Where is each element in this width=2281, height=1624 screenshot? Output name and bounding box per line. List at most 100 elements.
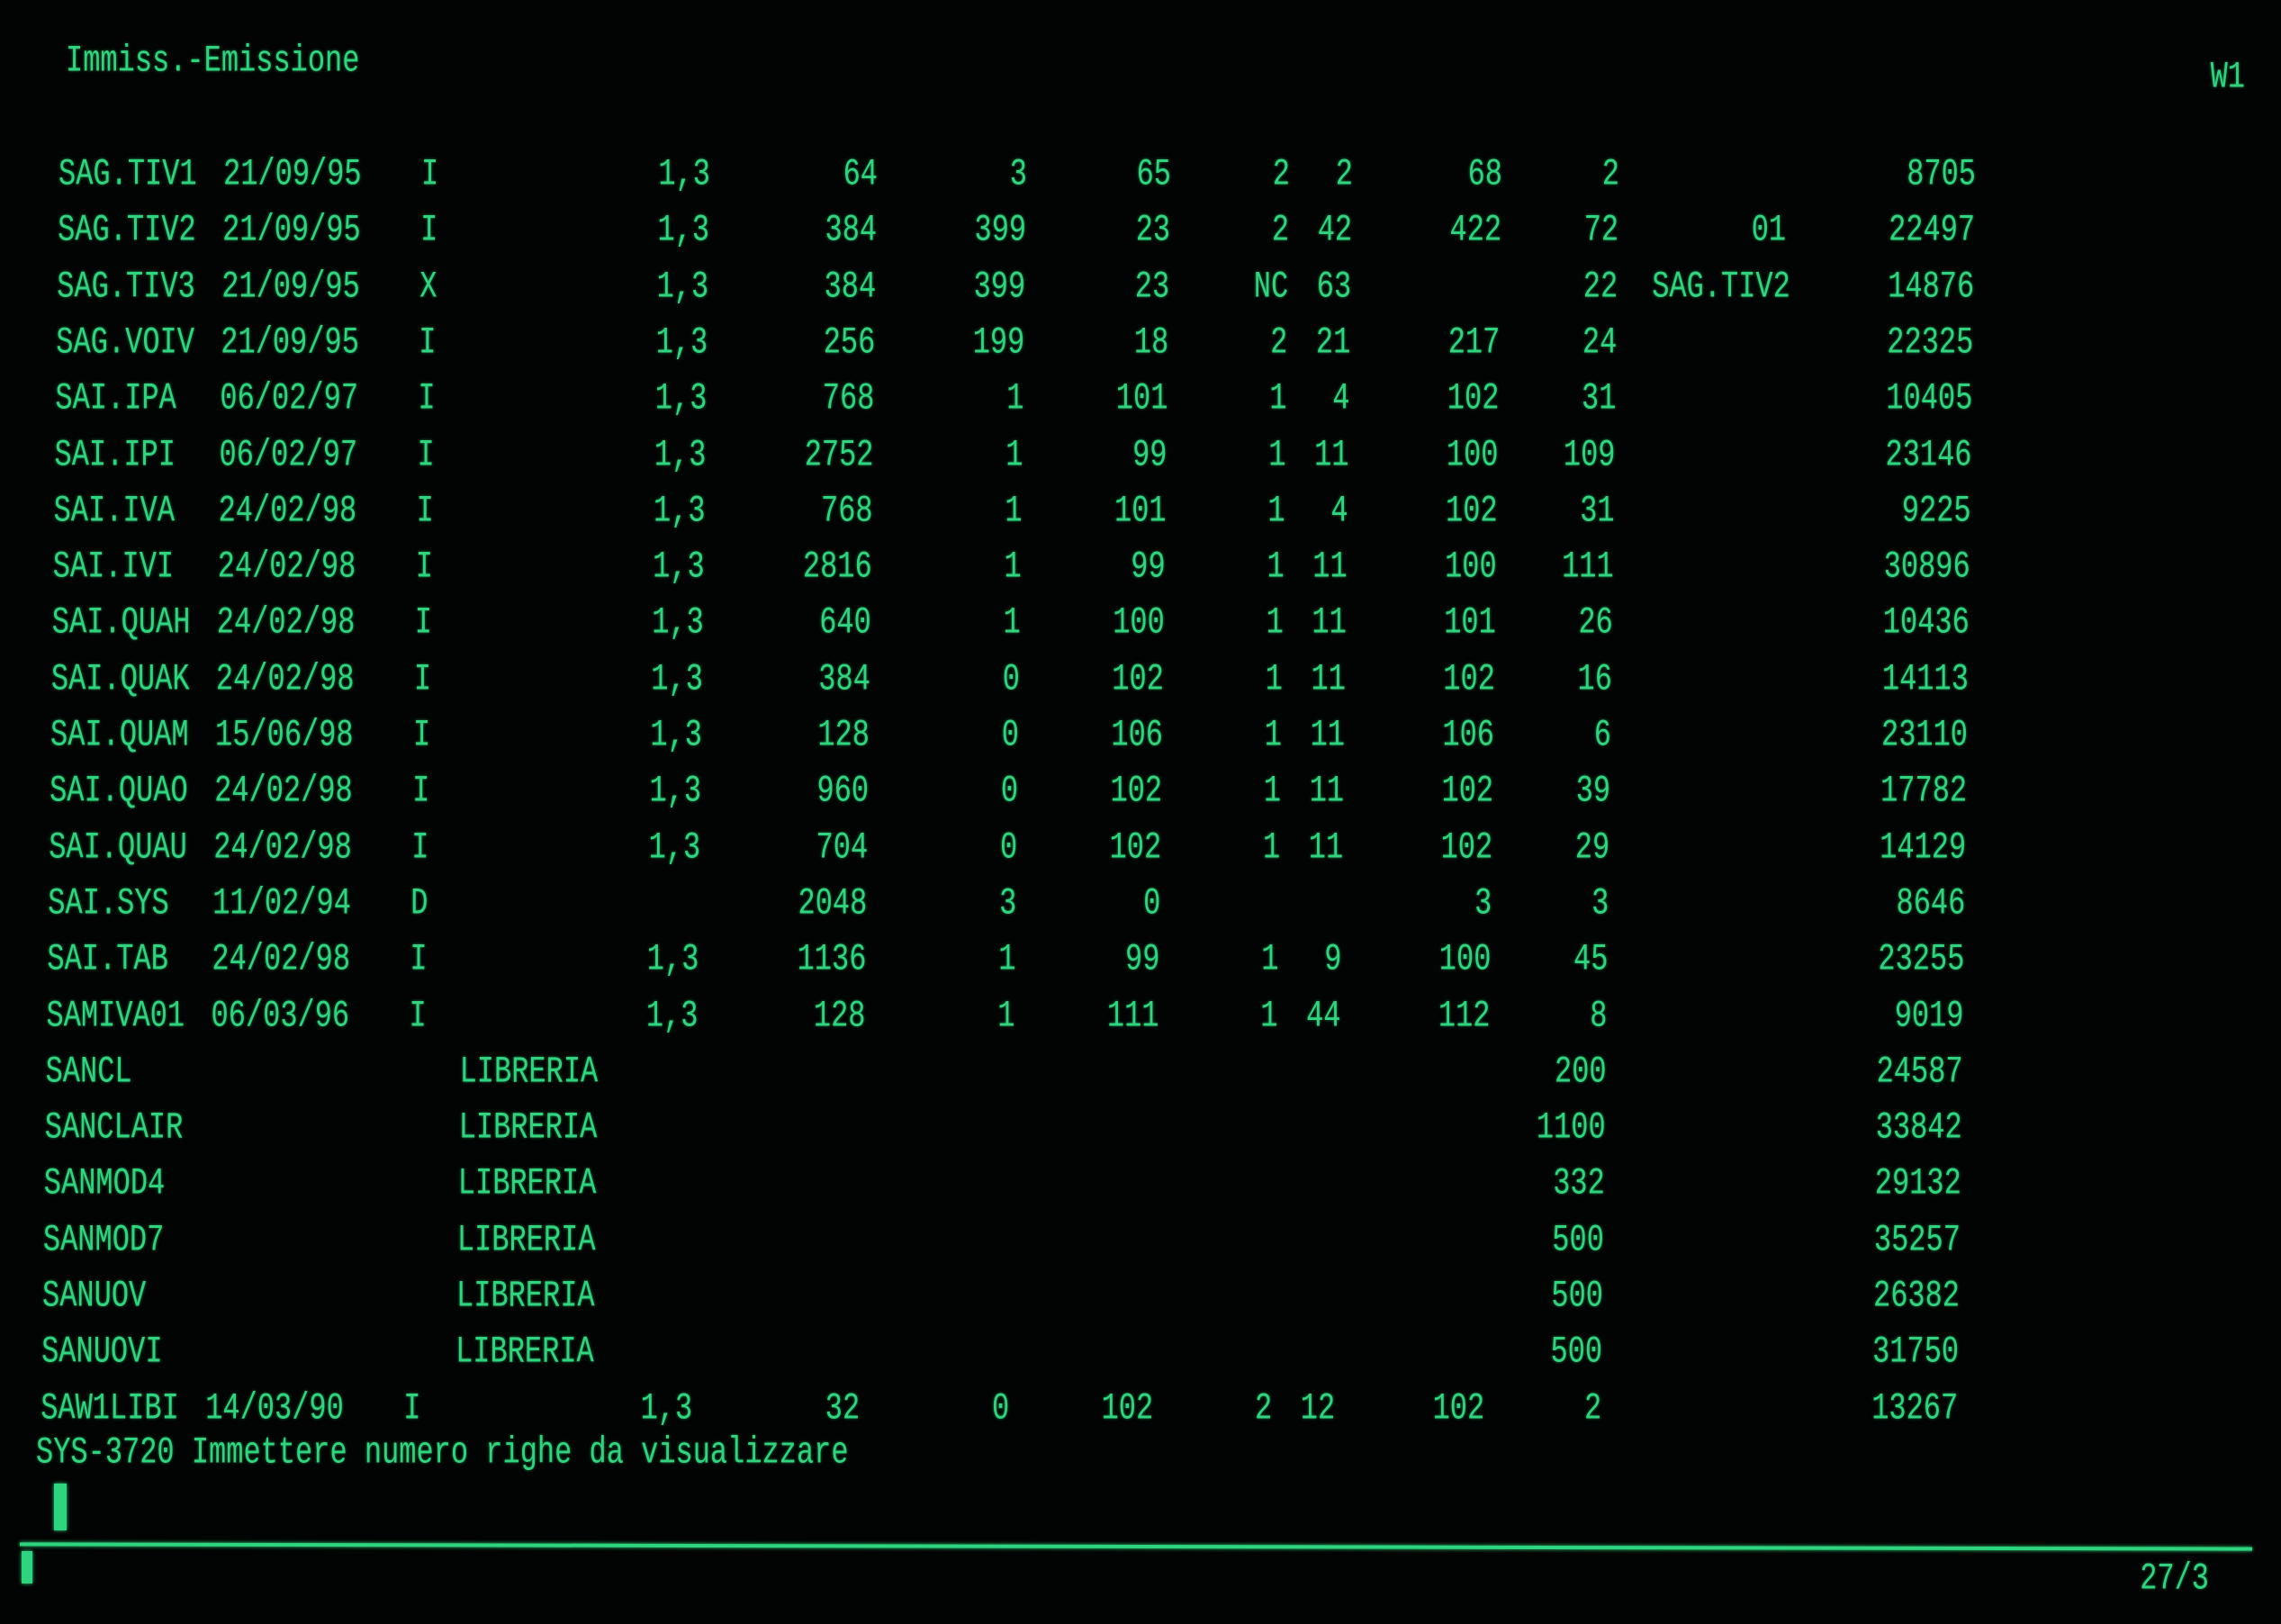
col-a: 0 bbox=[1002, 656, 1020, 701]
col-e: 100 bbox=[1446, 432, 1499, 476]
col-f: 29 bbox=[1574, 825, 1610, 869]
date: 11/02/94 bbox=[212, 881, 351, 925]
col-c: 1 bbox=[1261, 937, 1279, 981]
col-d: 42 bbox=[1317, 208, 1353, 252]
library-label: LIBRERIA bbox=[459, 1050, 599, 1094]
col-size: 1136 bbox=[797, 937, 867, 981]
type-flag: I bbox=[421, 152, 439, 196]
file-name: SAG.TIV1 bbox=[59, 152, 197, 196]
input-cursor[interactable] bbox=[54, 1484, 67, 1530]
file-name: SAI.SYS bbox=[48, 881, 169, 925]
file-name: SAI.QUAO bbox=[50, 769, 188, 813]
col-factor: 1,3 bbox=[655, 320, 708, 365]
col-e: 102 bbox=[1432, 1385, 1485, 1430]
file-name: SAI.IPI bbox=[54, 432, 176, 476]
date: 24/02/98 bbox=[213, 825, 352, 869]
col-b: 100 bbox=[1113, 600, 1165, 645]
col-size: 256 bbox=[823, 320, 876, 365]
col-d: 12 bbox=[1300, 1385, 1336, 1430]
date: 14/03/90 bbox=[205, 1385, 344, 1430]
col-b: 65 bbox=[1136, 152, 1171, 196]
col-a: 0 bbox=[992, 1385, 1010, 1430]
col-d: 11 bbox=[1309, 769, 1345, 813]
col-f: 16 bbox=[1577, 656, 1612, 701]
col-f: 6 bbox=[1593, 713, 1611, 757]
col-id: 9225 bbox=[1901, 489, 1971, 533]
col-size: 768 bbox=[821, 489, 873, 533]
col-f: 3 bbox=[1591, 881, 1609, 925]
file-name: SAI.IVI bbox=[52, 545, 175, 589]
status-divider bbox=[19, 1542, 2253, 1551]
col-c: 1 bbox=[1267, 545, 1285, 589]
col-a: 1 bbox=[1003, 600, 1021, 645]
type-flag: I bbox=[414, 600, 432, 645]
col-a: 3 bbox=[999, 881, 1017, 925]
col-c: 1 bbox=[1266, 600, 1284, 645]
col-factor: 1,3 bbox=[652, 600, 704, 645]
col-factor: 1,3 bbox=[653, 545, 705, 589]
col-e: 68 bbox=[1467, 152, 1502, 196]
col-id: 23146 bbox=[1885, 432, 1972, 476]
col-e: 102 bbox=[1447, 376, 1500, 420]
col-factor: 1,3 bbox=[645, 993, 699, 1037]
col-c: 2 bbox=[1270, 320, 1288, 365]
col-c: 2 bbox=[1255, 1385, 1273, 1430]
col-size: 32 bbox=[825, 1385, 861, 1430]
col-size: 384 bbox=[824, 264, 877, 308]
type-flag: X bbox=[419, 264, 437, 308]
col-a: 1 bbox=[998, 937, 1016, 981]
col-factor: 1,3 bbox=[646, 937, 699, 981]
library-label: LIBRERIA bbox=[457, 1161, 597, 1205]
col-size: 768 bbox=[822, 376, 875, 420]
col-f: 500 bbox=[1550, 1330, 1603, 1374]
col-id: 8705 bbox=[1907, 152, 1976, 196]
date: 24/02/98 bbox=[214, 769, 353, 813]
col-id: 14113 bbox=[1881, 656, 1969, 701]
col-f: 26 bbox=[1578, 600, 1613, 645]
col-id: 31750 bbox=[1872, 1330, 1960, 1374]
col-e: 3 bbox=[1474, 881, 1492, 925]
date: 21/09/95 bbox=[223, 152, 362, 196]
col-id: 8646 bbox=[1896, 881, 1966, 925]
date: 24/02/98 bbox=[215, 656, 355, 701]
col-id: 23110 bbox=[1880, 713, 1968, 757]
file-name: SANUOVI bbox=[41, 1330, 163, 1374]
col-a: 1 bbox=[1005, 489, 1023, 533]
col-c: 1 bbox=[1263, 769, 1282, 813]
col-size: 2752 bbox=[804, 432, 874, 476]
col-id: 23255 bbox=[1878, 937, 1965, 981]
file-name: SAW1LIBI bbox=[41, 1385, 179, 1430]
file-name: SAI.TAB bbox=[47, 937, 168, 981]
col-c: 2 bbox=[1271, 208, 1290, 252]
col-d: 4 bbox=[1332, 376, 1350, 420]
col-id: 10405 bbox=[1886, 376, 1973, 420]
cursor-position: 27/3 bbox=[2140, 1556, 2209, 1601]
type-flag: I bbox=[409, 993, 427, 1037]
type-flag: I bbox=[419, 320, 437, 365]
library-label: LIBRERIA bbox=[458, 1105, 598, 1150]
col-factor: 1,3 bbox=[649, 769, 702, 813]
col-f: 1100 bbox=[1536, 1105, 1606, 1150]
col-a: 0 bbox=[1000, 825, 1018, 869]
col-e: 422 bbox=[1449, 208, 1502, 252]
col-f: 500 bbox=[1552, 1217, 1604, 1262]
col-factor: 1,3 bbox=[654, 489, 706, 533]
col-size: 384 bbox=[825, 208, 878, 252]
col-e: 102 bbox=[1443, 656, 1495, 701]
type-flag: I bbox=[410, 937, 428, 981]
date: 24/02/98 bbox=[217, 545, 356, 589]
col-id: 14129 bbox=[1880, 825, 1967, 869]
col-e: 106 bbox=[1442, 713, 1494, 757]
file-name: SAI.QUAH bbox=[51, 600, 191, 645]
col-size: 960 bbox=[816, 769, 870, 813]
col-b: 23 bbox=[1134, 264, 1170, 308]
file-name: SAG.TIV2 bbox=[58, 208, 196, 252]
col-factor: 1,3 bbox=[650, 713, 702, 757]
col-b: 102 bbox=[1110, 769, 1163, 813]
col-factor: 1,3 bbox=[658, 152, 710, 196]
col-a: 399 bbox=[973, 264, 1026, 308]
col-id: 24587 bbox=[1876, 1050, 1963, 1094]
type-flag: I bbox=[413, 656, 432, 701]
col-b: 106 bbox=[1111, 713, 1163, 757]
